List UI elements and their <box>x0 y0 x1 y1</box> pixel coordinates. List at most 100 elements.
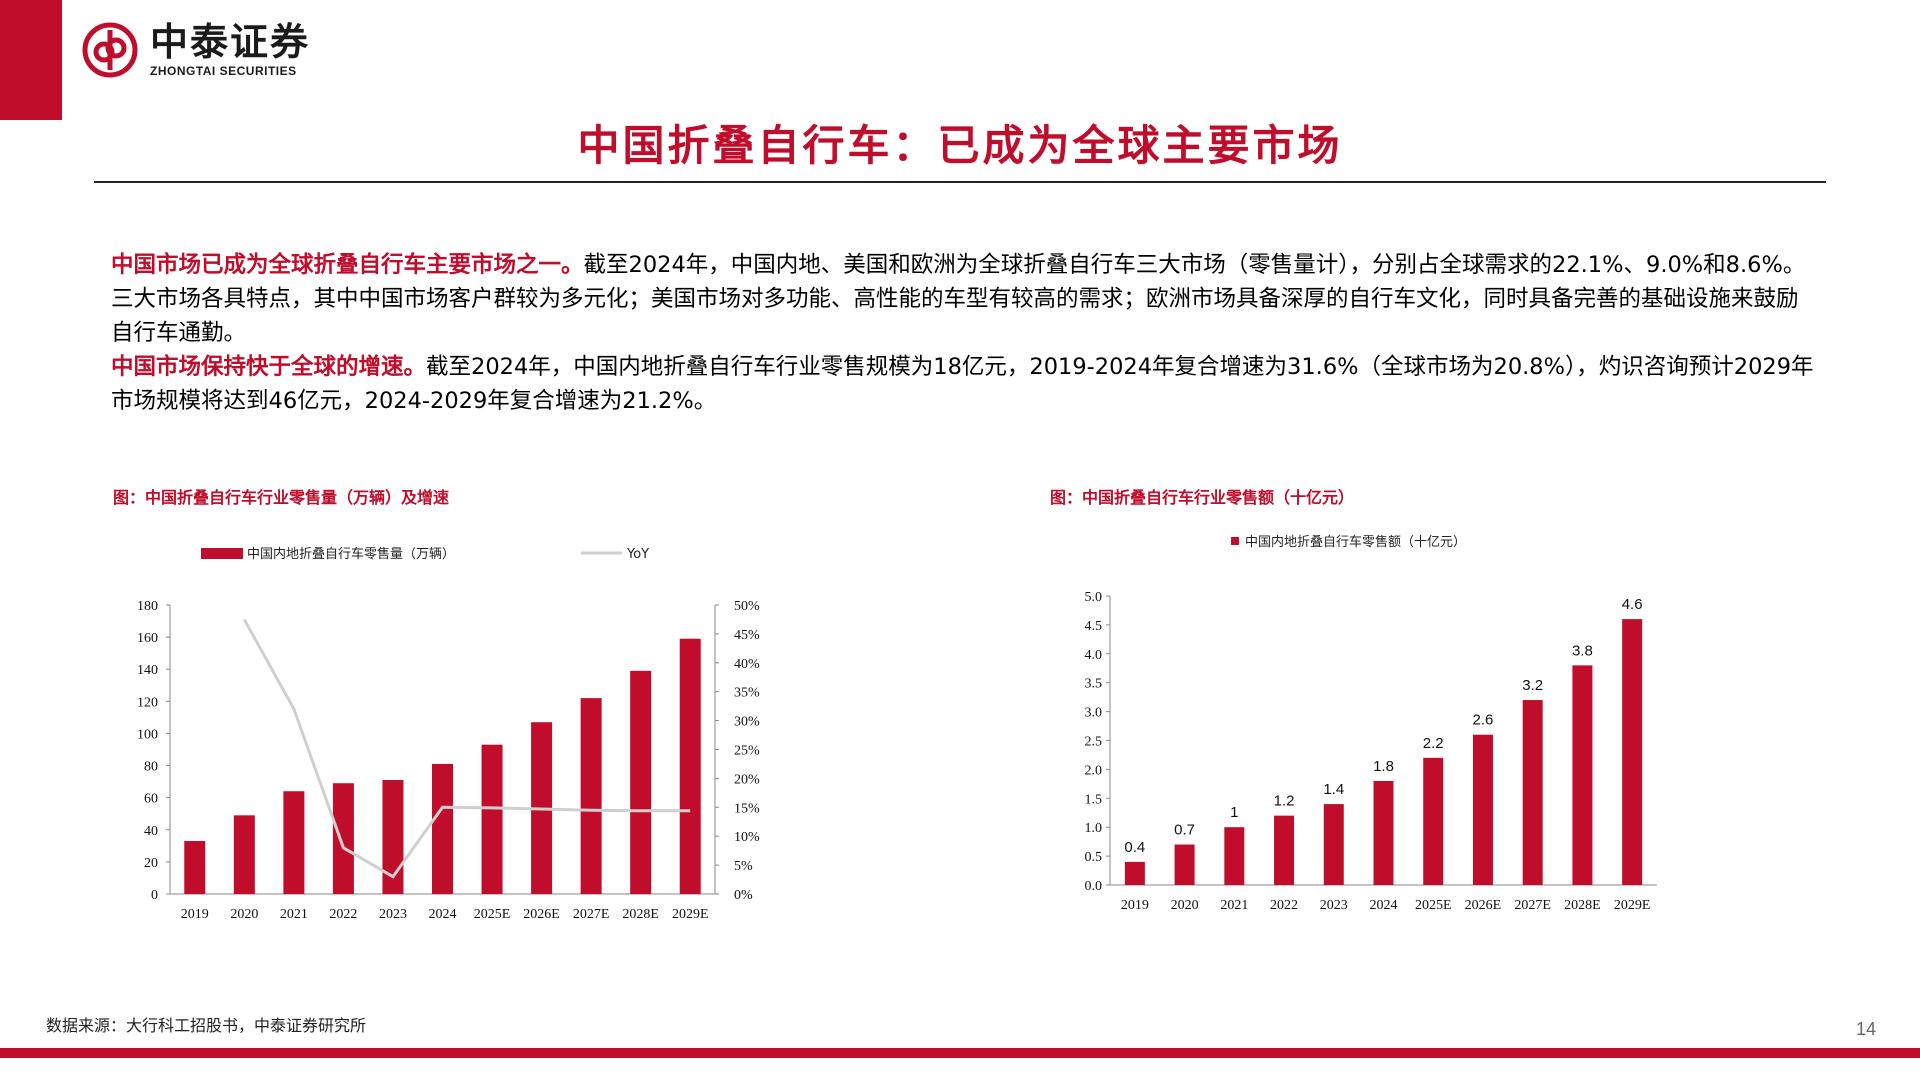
intro-paragraph-1: 中国市场已成为全球折叠自行车主要市场之一。截至2024年，中国内地、美国和欧洲为… <box>111 248 1816 350</box>
data-label-2028E: 3.8 <box>1572 642 1593 659</box>
y-left-tick-label: 4.5 <box>1085 619 1103 634</box>
bar-value-2029E <box>1622 619 1643 885</box>
bar-volume-2019 <box>184 841 206 894</box>
chart-1-title: 图：中国折叠自行车行业零售量（万辆）及增速 <box>113 488 450 507</box>
bar-value-2019 <box>1124 861 1145 885</box>
brand-corner-bar <box>0 0 62 120</box>
y-right-tick-label: 45% <box>734 628 760 643</box>
page-title: 中国折叠自行车：已成为全球主要市场 <box>577 121 1343 170</box>
x-tick-label: 2023 <box>379 907 407 922</box>
bar-value-2022 <box>1274 815 1295 885</box>
y-right-tick-label: 15% <box>734 801 760 816</box>
y-left-tick-label: 100 <box>137 727 158 742</box>
x-tick-label: 2021 <box>280 907 308 922</box>
intro-paragraph-2: 中国市场保持快于全球的增速。截至2024年，中国内地折叠自行车行业零售规模为18… <box>111 350 1816 418</box>
brand-name-cn: 中泰证券 <box>150 20 311 64</box>
y-right-tick-label: 5% <box>734 859 753 874</box>
y-right-tick-label: 40% <box>734 657 760 672</box>
y-left-tick-label: 2.5 <box>1085 735 1103 750</box>
y-left-tick-label: 20 <box>144 856 158 871</box>
bar-volume-2020 <box>233 815 255 894</box>
y-left-tick-label: 120 <box>137 695 158 710</box>
intro-highlight-2: 中国市场保持快于全球的增速。 <box>111 354 427 380</box>
bar-volume-2028E <box>630 670 652 894</box>
data-source: 数据来源：大行科工招股书，中泰证券研究所 <box>46 1016 367 1035</box>
brand-name-en: ZHONGTAI SECURITIES <box>150 64 297 78</box>
x-tick-label: 2024 <box>1370 898 1398 913</box>
y-left-tick-label: 140 <box>137 663 158 678</box>
legend-bar-label: 中国内地折叠自行车零售额（十亿元） <box>1245 534 1466 550</box>
bar-value-2020 <box>1174 844 1195 885</box>
y-left-tick-label: 0.0 <box>1085 879 1103 894</box>
bar-value-2026E <box>1472 734 1493 885</box>
bar-volume-2022 <box>332 783 354 894</box>
brand-logo-icon <box>82 22 138 78</box>
x-tick-label: 2023 <box>1320 898 1348 913</box>
bar-volume-2023 <box>382 780 404 894</box>
y-right-tick-label: 25% <box>734 744 760 759</box>
x-tick-label: 2022 <box>1270 898 1298 913</box>
x-tick-label: 2020 <box>230 907 258 922</box>
x-tick-label: 2026E <box>523 907 560 922</box>
y-left-tick-label: 180 <box>137 599 158 614</box>
y-left-tick-label: 1.0 <box>1085 821 1103 836</box>
legend-bar-swatch <box>201 548 243 559</box>
data-label-2023: 1.4 <box>1323 781 1344 798</box>
y-right-tick-label: 0% <box>734 888 753 903</box>
x-tick-label: 2025E <box>474 907 511 922</box>
y-left-tick-label: 40 <box>144 824 158 839</box>
x-tick-label: 2026E <box>1465 898 1502 913</box>
y-left-tick-label: 1.5 <box>1085 792 1103 807</box>
title-divider <box>94 181 1826 183</box>
data-label-2019: 0.4 <box>1124 839 1145 856</box>
chart-2-title: 图：中国折叠自行车行业零售额（十亿元） <box>1050 488 1355 507</box>
y-left-tick-label: 160 <box>137 631 158 646</box>
bar-value-2025E <box>1423 757 1444 885</box>
data-label-2021: 1 <box>1230 804 1238 821</box>
x-tick-label: 2019 <box>181 907 209 922</box>
x-tick-label: 2020 <box>1171 898 1199 913</box>
legend-bar-label: 中国内地折叠自行车零售量（万辆） <box>247 546 455 562</box>
bar-volume-2021 <box>283 791 305 894</box>
bar-volume-2024 <box>432 763 453 894</box>
data-label-2022: 1.2 <box>1274 793 1295 810</box>
y-left-tick-label: 0.5 <box>1085 850 1103 865</box>
data-label-2020: 0.7 <box>1174 822 1195 839</box>
x-tick-label: 2029E <box>672 907 709 922</box>
y-left-tick-label: 0 <box>151 888 158 903</box>
y-left-tick-label: 4.0 <box>1085 648 1103 663</box>
bar-value-2024 <box>1373 780 1394 885</box>
intro-body-1: 截至2024年，中国内地、美国和欧洲为全球折叠自行车三大市场（零售量计），分别占… <box>111 252 1806 346</box>
page-number: 14 <box>1855 1019 1876 1039</box>
bar-volume-2029E <box>679 638 701 894</box>
x-tick-label: 2019 <box>1121 898 1149 913</box>
y-left-tick-label: 3.0 <box>1085 706 1103 721</box>
legend-line-label: YoY <box>626 547 649 562</box>
x-tick-label: 2027E <box>1514 898 1551 913</box>
y-right-tick-label: 30% <box>734 715 760 730</box>
x-tick-label: 2028E <box>622 907 659 922</box>
legend-bar-swatch <box>1231 537 1239 545</box>
y-left-tick-label: 60 <box>144 792 158 807</box>
intro-body-2: 截至2024年，中国内地折叠自行车行业零售规模为18亿元，2019-2024年复… <box>111 354 1814 414</box>
y-right-tick-label: 50% <box>734 599 760 614</box>
y-left-tick-label: 3.5 <box>1085 677 1103 692</box>
data-label-2025E: 2.2 <box>1423 735 1444 752</box>
footer-bar <box>0 1048 1920 1058</box>
bar-volume-2027E <box>580 698 602 894</box>
brand-logo: 中泰证券 ZHONGTAI SECURITIES <box>82 22 310 78</box>
data-label-2029E: 4.6 <box>1622 596 1643 613</box>
y-left-tick-label: 80 <box>144 760 158 775</box>
bar-volume-2025E <box>481 744 503 894</box>
bar-value-2027E <box>1522 700 1543 885</box>
y-left-tick-label: 5.0 <box>1085 590 1103 605</box>
bar-value-2028E <box>1572 665 1593 885</box>
x-tick-label: 2021 <box>1220 898 1248 913</box>
x-tick-label: 2029E <box>1614 898 1651 913</box>
data-label-2027E: 3.2 <box>1522 677 1543 694</box>
x-tick-label: 2024 <box>429 907 457 922</box>
bar-value-2021 <box>1224 827 1245 885</box>
x-tick-label: 2028E <box>1564 898 1601 913</box>
x-tick-label: 2025E <box>1415 898 1452 913</box>
x-tick-label: 2027E <box>573 907 610 922</box>
